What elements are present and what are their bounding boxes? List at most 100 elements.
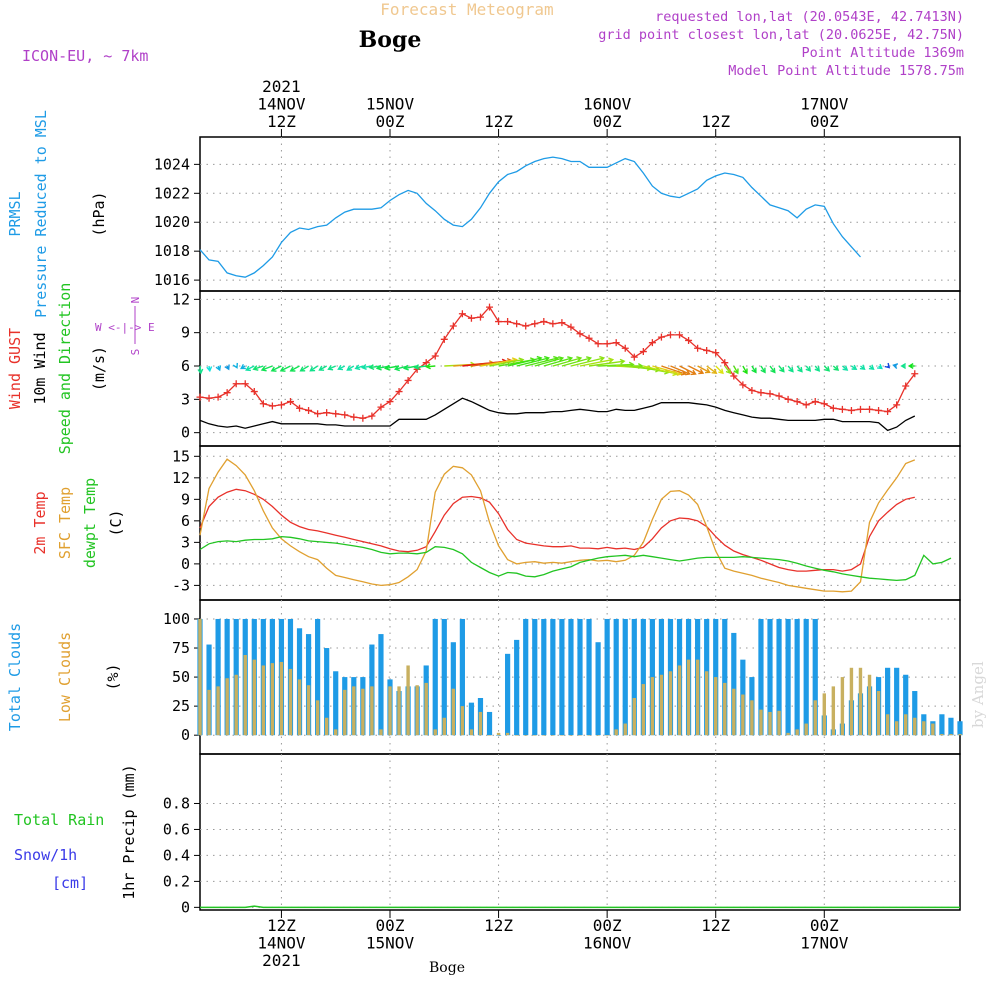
wind-vector [679, 365, 697, 376]
wind-vector [733, 365, 739, 375]
total_clouds-bar [523, 618, 529, 736]
wind-vector [868, 364, 875, 371]
bottom-tick-label: 17NOV [800, 934, 849, 953]
low_clouds-bar [261, 665, 266, 736]
low_clouds-bar [505, 732, 510, 736]
low_clouds-bar [605, 735, 609, 736]
low_clouds-bar [659, 674, 664, 736]
low_clouds-bar [487, 735, 492, 736]
low_clouds-bar [876, 691, 881, 736]
gust-marker [739, 381, 747, 389]
total_clouds-bar [568, 618, 574, 736]
low_clouds-bar [379, 729, 383, 736]
low_clouds-bar [840, 677, 845, 736]
t2m-line [199, 488, 915, 572]
top-tick-label: 00Z [593, 112, 622, 131]
gust-marker [422, 359, 430, 367]
low_clouds-bar [496, 732, 501, 736]
top-tick-label: 00Z [810, 112, 839, 131]
gust-marker [775, 392, 783, 400]
gust-marker [657, 333, 665, 341]
wind-vector [769, 365, 776, 374]
wind-vector [279, 365, 291, 372]
axis-label: dewpt Temp [81, 478, 99, 568]
y-tick-label: 0 [181, 555, 190, 573]
wind-vector [197, 365, 204, 375]
y-tick-label: 3 [181, 533, 190, 551]
gust-marker [458, 310, 466, 318]
wind-vector [299, 365, 309, 372]
gust-marker [241, 380, 249, 388]
low_clouds-bar [388, 686, 392, 736]
low_clouds-bar [894, 721, 899, 736]
wind-vector [270, 365, 282, 372]
gust-marker [286, 398, 294, 406]
wind-vector [260, 365, 273, 372]
axis-label: (hPa) [90, 191, 108, 236]
total_clouds-bar [731, 632, 737, 736]
total_clouds-bar [912, 691, 918, 736]
wind-vector [907, 362, 915, 370]
low_clouds-bar [533, 735, 537, 736]
wind-vector [697, 365, 711, 374]
total_clouds-bar [495, 735, 502, 736]
total_clouds-bar [812, 618, 818, 736]
low_clouds-bar [750, 700, 754, 736]
wind-vector [354, 364, 364, 371]
gust-marker [332, 410, 340, 418]
panel-frame [199, 136, 961, 292]
low_clouds-bar [849, 667, 854, 736]
wind-vector [413, 364, 427, 371]
bottom-tick-label: 2021 [262, 951, 301, 970]
wind-vector [561, 356, 593, 367]
total_clouds-bar [758, 618, 764, 736]
gust-marker [829, 404, 837, 412]
y-tick-label: 25 [172, 697, 190, 715]
wind-vector [715, 365, 724, 375]
gust-marker [567, 323, 575, 331]
wind-vector [402, 364, 418, 371]
gust-marker [576, 330, 584, 338]
gust-marker [811, 398, 819, 406]
total_clouds-bar [441, 618, 447, 736]
compass-we: W <-|-> E [95, 321, 155, 334]
panel-precip: 0 0.2 0.4 0.6 0.8 Total Rain Snow/1h [cm] 1hr Pr… [14, 753, 961, 916]
wind-vector [877, 363, 883, 370]
wind-vector [670, 365, 691, 376]
y-tick-label: 1016 [154, 271, 190, 289]
gust-marker [793, 398, 801, 406]
low_clouds-bar [207, 689, 211, 736]
low_clouds-bar [225, 678, 229, 736]
wind-vector [552, 356, 583, 367]
gust-marker [639, 348, 647, 356]
low_clouds-bar [415, 685, 419, 736]
y-tick-label: 1020 [154, 213, 190, 231]
wind-vector [425, 363, 436, 370]
wind-vector [892, 363, 899, 369]
footer-place: Boge [429, 960, 465, 976]
panel-clouds: 0 25 50 75 100 Total Clouds Low Clouds (%) [6, 599, 963, 755]
gust-marker [757, 389, 765, 397]
gust-marker [476, 313, 484, 321]
low_clouds-bar [587, 735, 591, 736]
low_clouds-bar [478, 711, 483, 736]
wind-vector [814, 365, 821, 372]
gust-marker [612, 339, 620, 347]
total_clouds-bar [541, 618, 547, 736]
low_clouds-bar [469, 729, 474, 736]
y-tick-label: 1024 [154, 155, 190, 173]
low_clouds-bar [243, 655, 247, 736]
gust-marker [305, 406, 313, 414]
y-tick-label: 0.8 [163, 794, 190, 812]
total_clouds-bar [622, 618, 628, 736]
low_clouds-bar [406, 665, 410, 736]
wind-vector [252, 365, 264, 371]
wind-vector [588, 358, 626, 367]
gust-marker [666, 331, 674, 339]
top-tick-label: 12Z [484, 112, 513, 131]
wind-vector [805, 365, 812, 372]
low_clouds-bar [433, 729, 437, 736]
gust-marker [838, 405, 846, 413]
total_clouds-bar [640, 618, 646, 736]
